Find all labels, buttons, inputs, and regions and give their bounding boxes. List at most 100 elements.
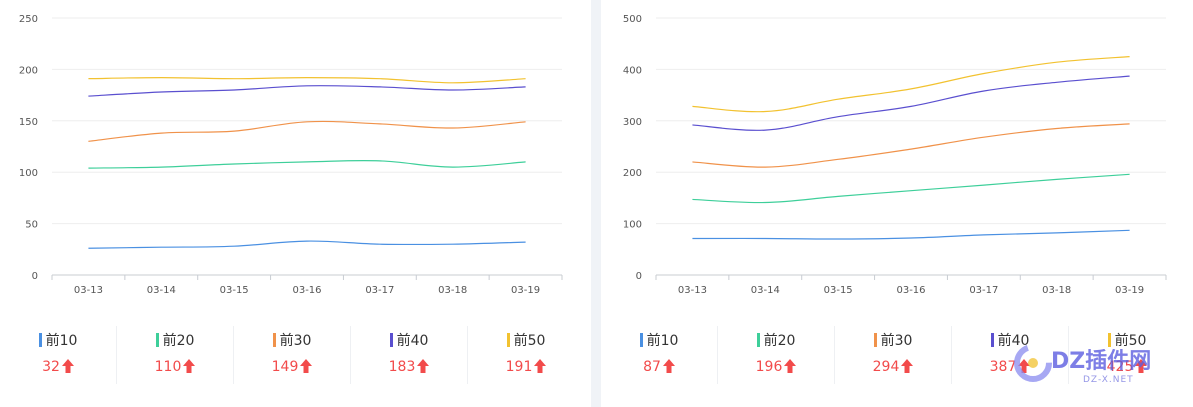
stat-label: 前20 — [718, 330, 834, 350]
stat-label: 前40 — [351, 330, 467, 350]
stat-cell: 前30 294 — [835, 326, 952, 384]
stat-label: 前40 — [952, 330, 1068, 350]
stat-value: 149 — [234, 359, 350, 375]
stat-value-text: 183 — [388, 359, 416, 375]
series-line-4 — [88, 85, 526, 97]
stat-label-text: 前20 — [162, 333, 195, 349]
chart-panel-left: 0 50 100 150 200 250 03-13 03-14 03-15 03-16 03-17… — [0, 0, 591, 407]
y-tick-label: 500 — [623, 14, 642, 25]
arrow-up-icon — [417, 359, 430, 373]
y-tick-label: 300 — [623, 117, 642, 128]
y-tick-label: 150 — [19, 117, 38, 128]
y-tick-label: 200 — [19, 65, 38, 76]
arrow-up-icon — [1018, 359, 1031, 373]
series-line-2 — [88, 160, 526, 169]
chart-panel-right: 0 100 200 300 400 500 03-13 03-14 03-15 03-16 03-1… — [601, 0, 1193, 407]
arrow-up-icon — [662, 359, 675, 373]
stat-value: 387 — [952, 359, 1068, 375]
x-tick-label: 03-13 — [678, 285, 707, 296]
stat-cell: 前20 196 — [718, 326, 835, 384]
stat-value-text: 196 — [755, 359, 783, 375]
arrow-up-icon — [534, 359, 547, 373]
x-tick-label: 03-19 — [1115, 285, 1144, 296]
stat-value: 110 — [117, 359, 233, 375]
stat-label-text: 前20 — [763, 333, 796, 349]
legend-swatch — [639, 333, 643, 347]
stat-label: 前10 — [601, 330, 717, 350]
stat-cell: 前30 149 — [234, 326, 351, 384]
stat-label-text: 前40 — [396, 333, 429, 349]
line-chart-right: 0 100 200 300 400 500 03-13 03-14 03-15 03-16 03-1… — [623, 14, 1167, 296]
line-chart-left: 0 50 100 150 200 250 03-13 03-14 03-15 03-16 03-17… — [19, 14, 563, 296]
stat-value: 425 — [1069, 359, 1185, 375]
arrow-up-icon — [784, 359, 797, 373]
x-tick-label: 03-16 — [896, 285, 925, 296]
stat-label-text: 前50 — [513, 333, 546, 349]
legend-swatch — [272, 333, 276, 347]
arrow-up-icon — [300, 359, 313, 373]
legend-swatch — [873, 333, 877, 347]
x-tick-label: 03-13 — [74, 285, 103, 296]
stat-value: 294 — [835, 359, 951, 375]
stat-label: 前30 — [234, 330, 350, 350]
stats-row-left: 前10 32 前20 110 前30 149 前40 183 前50 191 — [0, 326, 584, 386]
stat-label-text: 前30 — [880, 333, 913, 349]
y-tick-label: 200 — [623, 168, 642, 179]
x-tick-label: 03-17 — [969, 285, 998, 296]
x-tick-label: 03-15 — [220, 285, 249, 296]
stat-cell: 前40 387 — [952, 326, 1069, 384]
y-tick-label: 0 — [636, 271, 642, 282]
y-tick-label: 100 — [623, 220, 642, 231]
arrow-up-icon — [1135, 359, 1148, 373]
stat-label-text: 前50 — [1114, 333, 1147, 349]
stat-label: 前30 — [835, 330, 951, 350]
stat-value: 183 — [351, 359, 467, 375]
stat-value-text: 387 — [989, 359, 1017, 375]
stat-value-text: 294 — [872, 359, 900, 375]
stat-value-text: 32 — [42, 359, 60, 375]
x-tick-label: 03-19 — [511, 285, 540, 296]
stats-row-right: 前10 87 前20 196 前30 294 前40 387 前50 425 — [601, 326, 1185, 386]
stat-label: 前20 — [117, 330, 233, 350]
legend-swatch — [756, 333, 760, 347]
y-tick-label: 400 — [623, 65, 642, 76]
legend-swatch — [389, 333, 393, 347]
legend-swatch — [155, 333, 159, 347]
stat-cell: 前50 191 — [468, 326, 584, 384]
series-line-3 — [692, 123, 1130, 168]
stat-value: 87 — [601, 359, 717, 375]
x-tick-label: 03-14 — [147, 285, 176, 296]
stat-value-text: 149 — [271, 359, 299, 375]
stat-label-text: 前30 — [279, 333, 312, 349]
stat-label: 前10 — [0, 330, 116, 350]
watermark-subtext: DZ-X.NET — [1083, 375, 1134, 385]
stat-cell: 前20 110 — [117, 326, 234, 384]
y-tick-label: 0 — [32, 271, 38, 282]
y-tick-label: 50 — [25, 220, 38, 231]
x-tick-label: 03-18 — [1042, 285, 1071, 296]
series-line-3 — [88, 120, 526, 142]
legend-swatch — [990, 333, 994, 347]
watermark-text: DZ插件网 — [1051, 349, 1152, 374]
legend-swatch — [1107, 333, 1111, 347]
stat-cell: 前10 87 — [601, 326, 718, 384]
series-line-2 — [692, 173, 1130, 204]
stat-value-text: 87 — [643, 359, 661, 375]
series-line-1 — [88, 240, 526, 249]
series-line-1 — [692, 229, 1130, 240]
arrow-up-icon — [901, 359, 914, 373]
stat-label-text: 前40 — [997, 333, 1030, 349]
stat-label: 前50 — [468, 330, 584, 350]
stat-value: 32 — [0, 359, 116, 375]
legend-swatch — [38, 333, 42, 347]
y-tick-label: 250 — [19, 14, 38, 25]
series-line-4 — [692, 75, 1130, 131]
stat-cell: 前10 32 — [0, 326, 117, 384]
x-tick-label: 03-14 — [751, 285, 780, 296]
stat-cell: 前50 425 — [1069, 326, 1185, 384]
x-tick-label: 03-15 — [824, 285, 853, 296]
stat-label-text: 前10 — [45, 333, 78, 349]
stat-cell: 前40 183 — [351, 326, 468, 384]
dz-watermark-logo — [1014, 344, 1052, 382]
legend-swatch — [506, 333, 510, 347]
